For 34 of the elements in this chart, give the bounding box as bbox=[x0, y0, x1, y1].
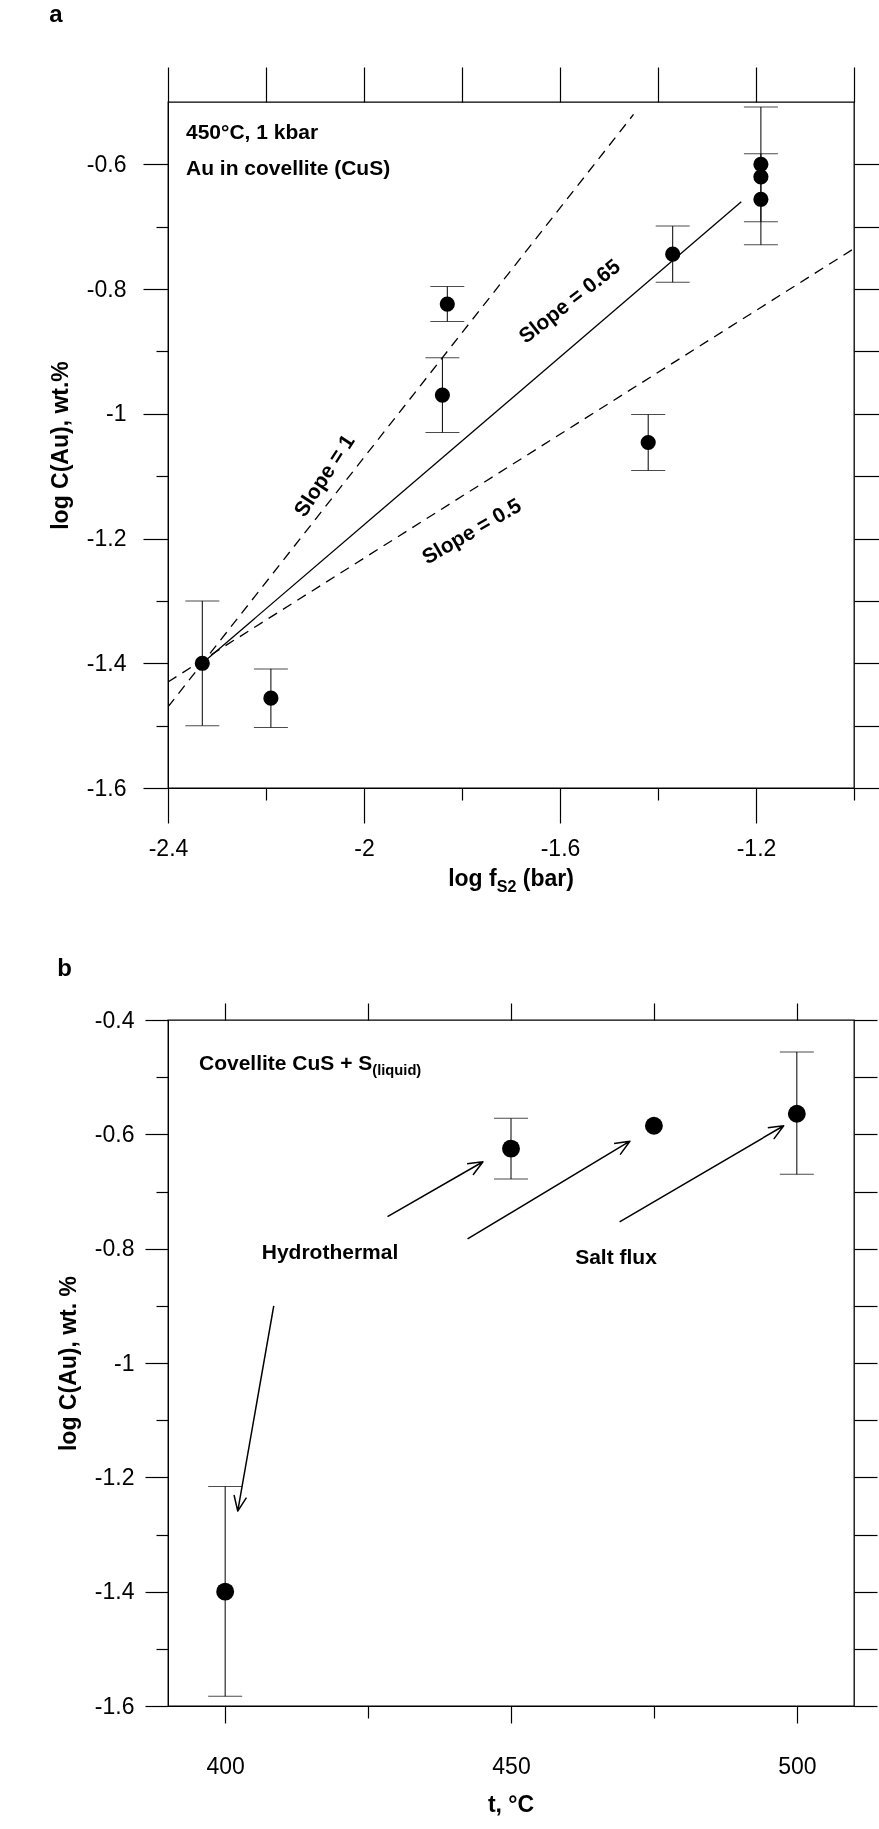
y-tick-label: -0.6 bbox=[94, 1120, 135, 1147]
chart-title: a bbox=[49, 0, 64, 28]
point bbox=[216, 1582, 235, 1601]
x-tick-label: 500 bbox=[778, 1752, 817, 1779]
y-tick-label: -0.8 bbox=[94, 1235, 135, 1262]
y-tick-label: -1.2 bbox=[86, 525, 127, 552]
annotation: 450°C, 1 kbar bbox=[186, 120, 319, 143]
y-tick-label: -1.6 bbox=[94, 1692, 135, 1719]
y-tick-label: -1.2 bbox=[94, 1463, 135, 1490]
point bbox=[640, 434, 656, 451]
y-tick-label: -0.8 bbox=[86, 275, 127, 302]
y-tick-label: -1.4 bbox=[86, 649, 127, 676]
y-tick-label: -1.4 bbox=[94, 1578, 135, 1605]
annotation: Slope = 0.5 bbox=[417, 493, 526, 569]
point bbox=[787, 1104, 806, 1123]
x-tick-label: -1.2 bbox=[736, 834, 777, 861]
y-tick-label: -0.4 bbox=[94, 1006, 135, 1033]
x-tick-label: -2 bbox=[354, 834, 375, 861]
x-tick-label: -2.4 bbox=[148, 834, 189, 861]
annotation: Hydrothermal bbox=[261, 1240, 399, 1263]
y-tick-label: -0.6 bbox=[86, 150, 127, 177]
annotation: Salt flux bbox=[575, 1245, 658, 1268]
point bbox=[644, 1116, 663, 1135]
y-axis-title: log C(Au), wt. % bbox=[54, 1275, 81, 1452]
x-axis-title: t, °C bbox=[487, 1791, 535, 1817]
y-tick-label: -1 bbox=[114, 1349, 135, 1376]
y-tick-label: -1 bbox=[106, 400, 127, 427]
y-axis-title: log C(Au), wt.% bbox=[46, 361, 73, 530]
x-tick-label: -1.6 bbox=[540, 834, 581, 861]
y-tick-label: -1.6 bbox=[86, 774, 127, 801]
x-tick-label: 400 bbox=[206, 1752, 245, 1779]
chart-title: b bbox=[57, 954, 73, 982]
annotation: Au in covellite (CuS) bbox=[186, 156, 391, 179]
x-tick-label: 450 bbox=[492, 1752, 531, 1779]
